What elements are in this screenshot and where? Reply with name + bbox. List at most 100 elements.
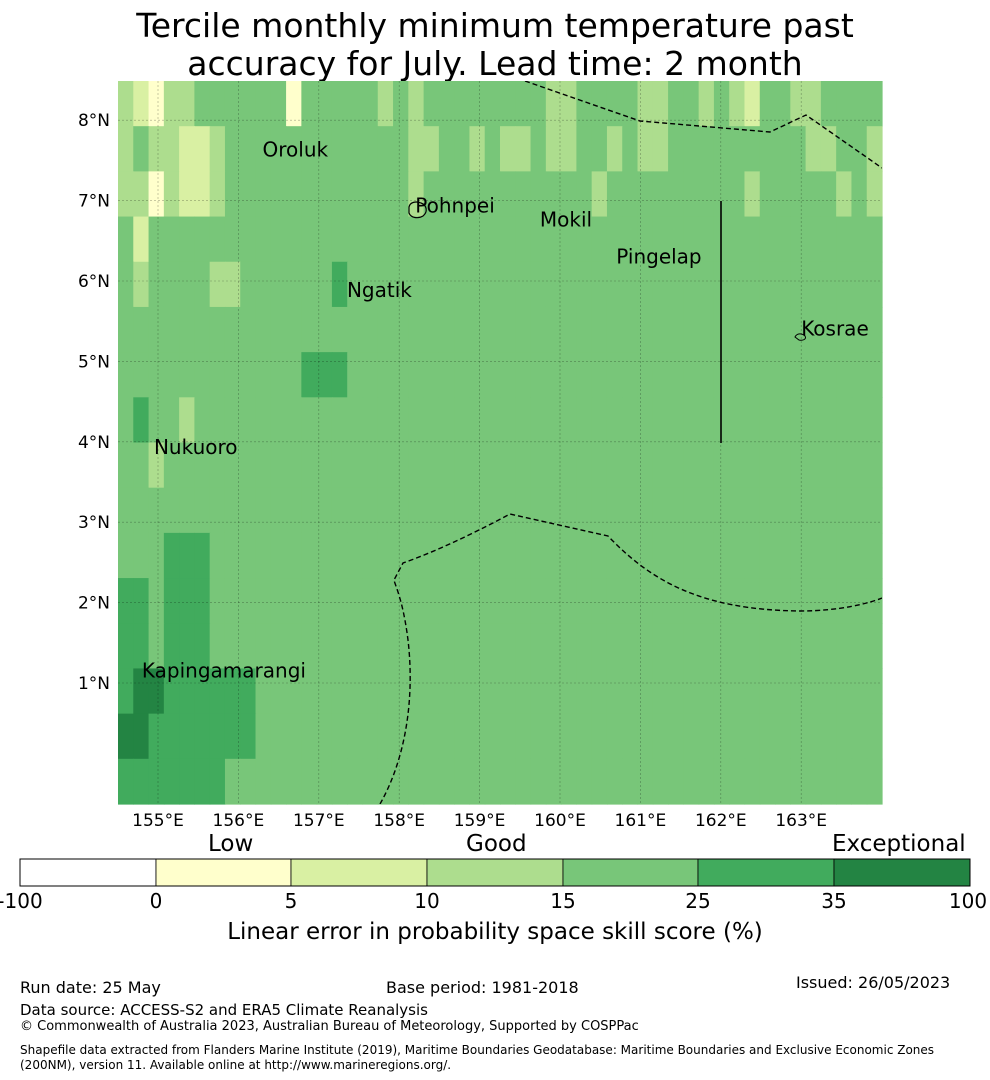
skill-cell <box>530 216 547 263</box>
skill-cell <box>224 171 241 218</box>
skill-cell <box>255 306 272 353</box>
skill-cell <box>683 532 700 579</box>
skill-cell <box>118 487 134 534</box>
skill-cell <box>744 352 761 398</box>
skill-cell <box>836 713 853 760</box>
skill-cell <box>759 261 776 308</box>
skill-cell <box>759 758 776 805</box>
skill-cell <box>301 306 318 353</box>
skill-cell <box>683 126 700 172</box>
skill-cell <box>713 713 730 760</box>
skill-cell <box>286 397 302 444</box>
skill-cell <box>744 306 761 353</box>
lat-tick-label: 5°N <box>78 352 110 372</box>
skill-cell <box>194 668 211 715</box>
skill-cell <box>240 532 257 579</box>
skill-cell <box>270 578 287 624</box>
skill-cell <box>469 668 486 715</box>
skill-cell <box>790 306 807 353</box>
skill-cell <box>790 623 807 670</box>
skill-cell <box>713 171 730 218</box>
skill-cell <box>408 352 425 398</box>
skill-cell <box>454 261 471 308</box>
skill-cell <box>347 713 364 760</box>
skill-cell <box>775 306 791 353</box>
skill-cell <box>469 487 486 534</box>
skill-cell <box>561 397 577 444</box>
skill-cell <box>698 171 715 218</box>
skill-cell <box>683 578 700 624</box>
skill-cell <box>209 352 226 398</box>
skill-cell <box>209 532 226 579</box>
skill-cell <box>179 261 195 308</box>
skill-cell <box>790 487 807 534</box>
skill-cell <box>836 487 853 534</box>
skill-cell <box>454 81 471 127</box>
skill-cell <box>118 306 134 353</box>
colorbar-segment <box>19 858 157 887</box>
skill-cell <box>775 216 791 263</box>
skill-cell <box>820 578 837 624</box>
skill-cell <box>500 352 516 398</box>
skill-cell <box>500 758 516 805</box>
skill-cell <box>240 487 257 534</box>
lat-tick-label: 4°N <box>78 433 110 453</box>
skill-cell <box>698 306 715 353</box>
lon-tick-label: 155°E <box>132 811 184 831</box>
skill-cell <box>561 487 577 534</box>
lon-tick-label: 158°E <box>373 811 425 831</box>
skill-cell <box>194 442 211 489</box>
skill-cell <box>790 668 807 715</box>
skill-cell <box>347 532 364 579</box>
skill-cell <box>668 397 684 444</box>
colorbar-header-exceptional: Exceptional <box>832 831 966 857</box>
skill-cell <box>133 623 150 670</box>
skill-cell <box>240 352 257 398</box>
skill-cell <box>408 261 425 308</box>
skill-cell <box>438 442 455 489</box>
skill-cell <box>729 623 746 670</box>
skill-cell <box>133 578 150 624</box>
skill-cell <box>545 171 562 218</box>
colorbar-tick: -100 <box>0 889 43 913</box>
skill-cell <box>469 81 486 127</box>
skill-cell <box>194 623 211 670</box>
skill-cell <box>698 578 715 624</box>
skill-cell <box>668 442 684 489</box>
skill-cell <box>393 668 409 715</box>
skill-cell <box>622 306 639 353</box>
skill-cell <box>530 126 547 172</box>
skill-cell <box>683 442 700 489</box>
skill-cell <box>836 216 853 263</box>
skill-cell <box>454 578 471 624</box>
skill-cell <box>224 442 241 489</box>
skill-cell <box>316 81 333 127</box>
skill-cell <box>668 532 684 579</box>
skill-cell <box>347 623 364 670</box>
skill-cell <box>209 623 226 670</box>
skill-cell <box>820 352 837 398</box>
skill-cell <box>209 578 226 624</box>
skill-cell <box>194 487 211 534</box>
skill-cell <box>683 758 700 805</box>
skill-cell <box>729 487 746 534</box>
skill-cell <box>545 442 562 489</box>
skill-cell <box>805 126 822 172</box>
skill-cell <box>270 623 287 670</box>
skill-cell <box>805 623 822 670</box>
skill-cell <box>270 397 287 444</box>
skill-cell <box>576 487 593 534</box>
skill-cell <box>255 216 272 263</box>
skill-cell <box>652 713 669 760</box>
skill-cell <box>713 668 730 715</box>
skill-cell <box>775 126 791 172</box>
skill-cell <box>484 126 501 172</box>
skill-cell <box>286 713 302 760</box>
skill-cell <box>469 442 486 489</box>
skill-cell <box>759 578 776 624</box>
skill-cell <box>118 758 134 805</box>
skill-cell <box>866 352 883 398</box>
skill-cell <box>698 487 715 534</box>
skill-cell <box>179 171 195 218</box>
skill-cell <box>545 306 562 353</box>
